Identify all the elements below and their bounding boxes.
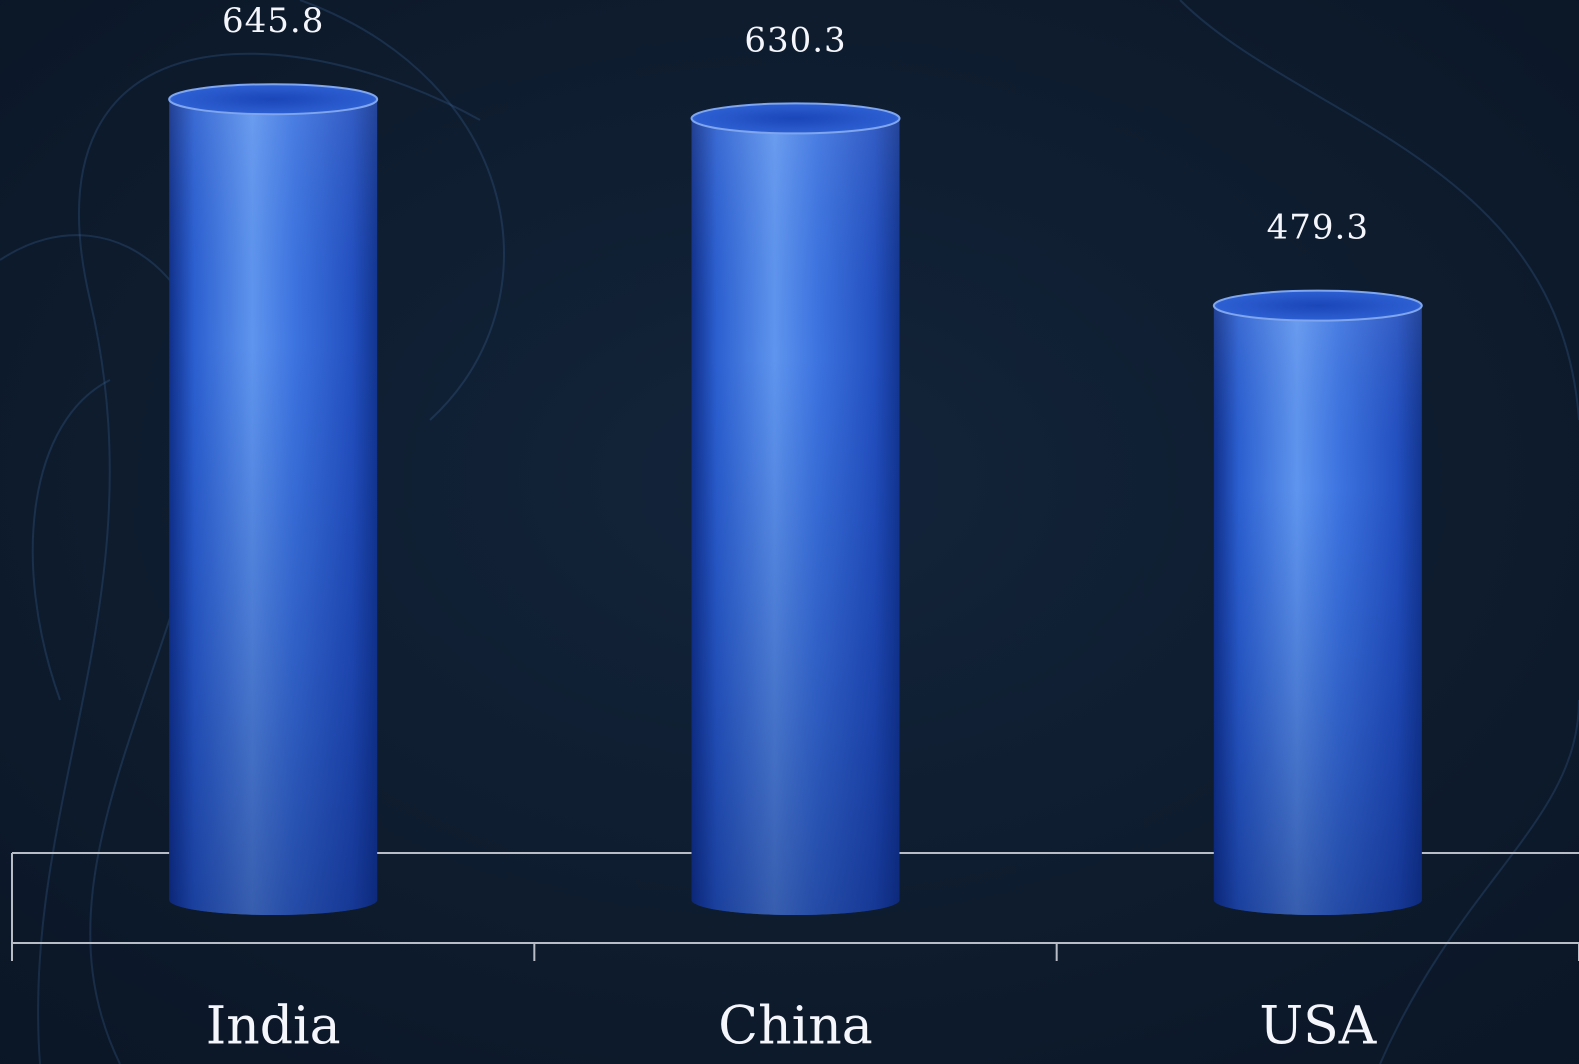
value-label: 645.8 [222, 1, 324, 41]
bar-top [168, 83, 379, 116]
bar-shade [1213, 305, 1422, 916]
value-label: 479.3 [1267, 208, 1369, 248]
x-tick-label: USA [1259, 997, 1377, 1057]
bar-top [690, 102, 901, 135]
x-tick-label: India [206, 997, 341, 1057]
bars: 645.8 India 630.3 China 479.3 USA [168, 1, 1423, 1057]
x-ticks [11, 943, 1579, 961]
bar-shade [691, 118, 900, 915]
x-tick-label: China [718, 997, 872, 1057]
value-label: 630.3 [744, 20, 846, 60]
bar-shade [169, 99, 378, 916]
bar-top [1212, 289, 1423, 322]
